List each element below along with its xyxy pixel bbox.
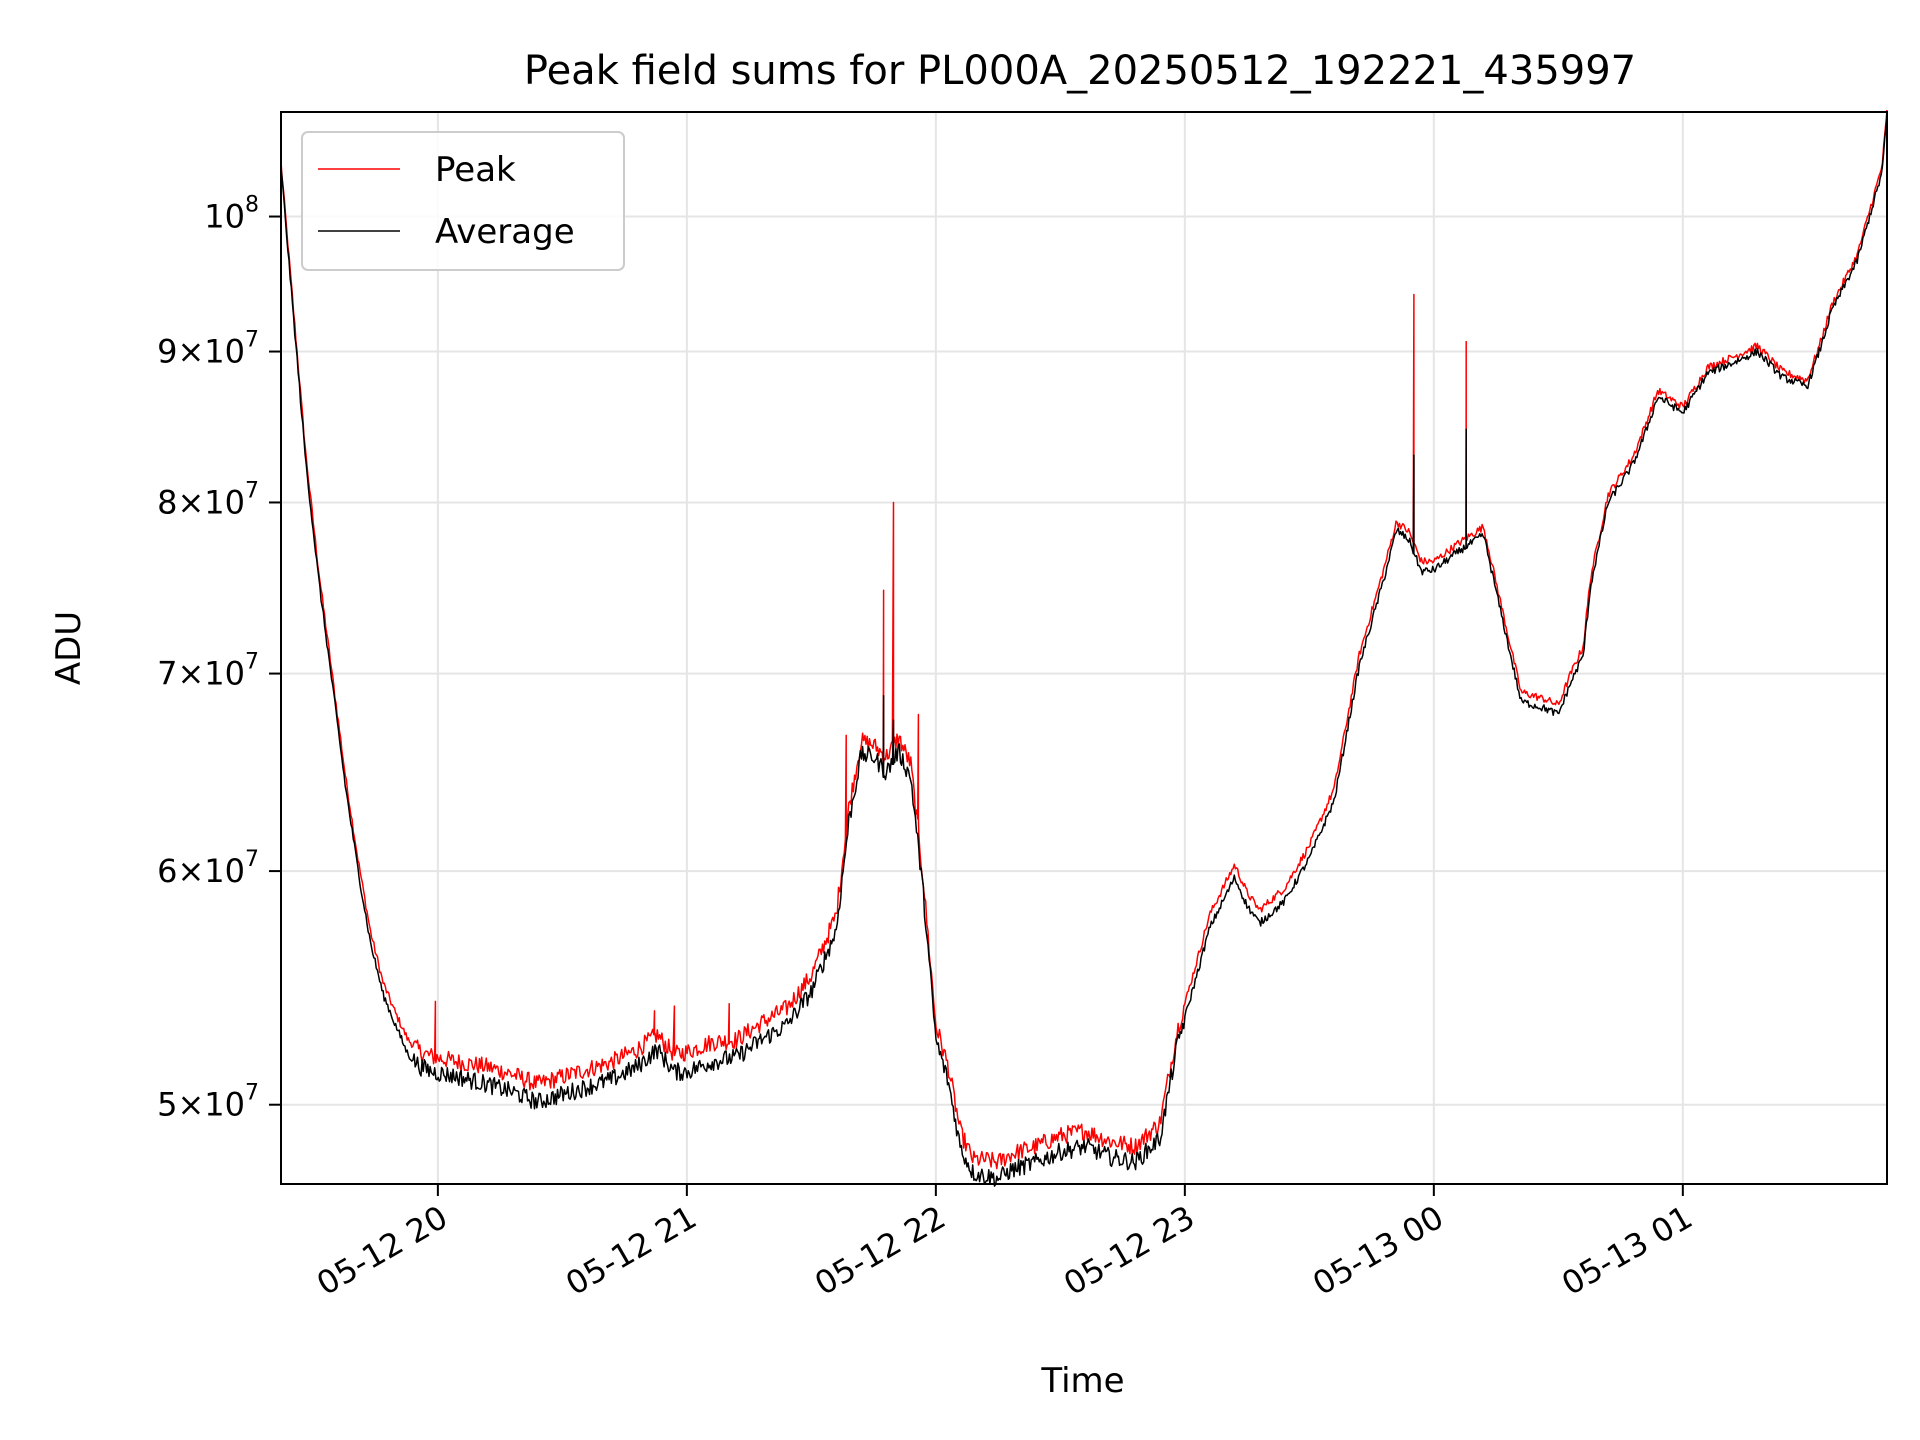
y-axis-label: ADU xyxy=(49,611,89,685)
y-tick-label: 108 xyxy=(204,193,259,236)
chart-title: Peak field sums for PL000A_20250512_1922… xyxy=(524,48,1636,94)
average-series-line xyxy=(280,115,1888,1187)
plot-frame xyxy=(280,111,1888,1185)
y-axis: 5×107 6×107 7×107 8×107 9×107 108 xyxy=(157,193,281,1124)
y-tick-label: 8×107 xyxy=(157,478,259,521)
y-tick-label: 5×107 xyxy=(157,1081,259,1124)
y-tick-label: 7×107 xyxy=(157,650,259,693)
x-axis-label: Time xyxy=(1040,1361,1124,1401)
y-tick-label: 9×107 xyxy=(157,328,259,371)
series-layer xyxy=(280,109,1888,1187)
peak-series-line xyxy=(280,109,1888,1170)
legend-average-label: Average xyxy=(435,212,575,252)
y-tick-label: 6×107 xyxy=(157,847,259,890)
legend: Peak Average xyxy=(301,131,625,271)
grid xyxy=(281,112,1887,1184)
legend-box xyxy=(301,131,625,271)
legend-peak-label: Peak xyxy=(435,150,516,190)
